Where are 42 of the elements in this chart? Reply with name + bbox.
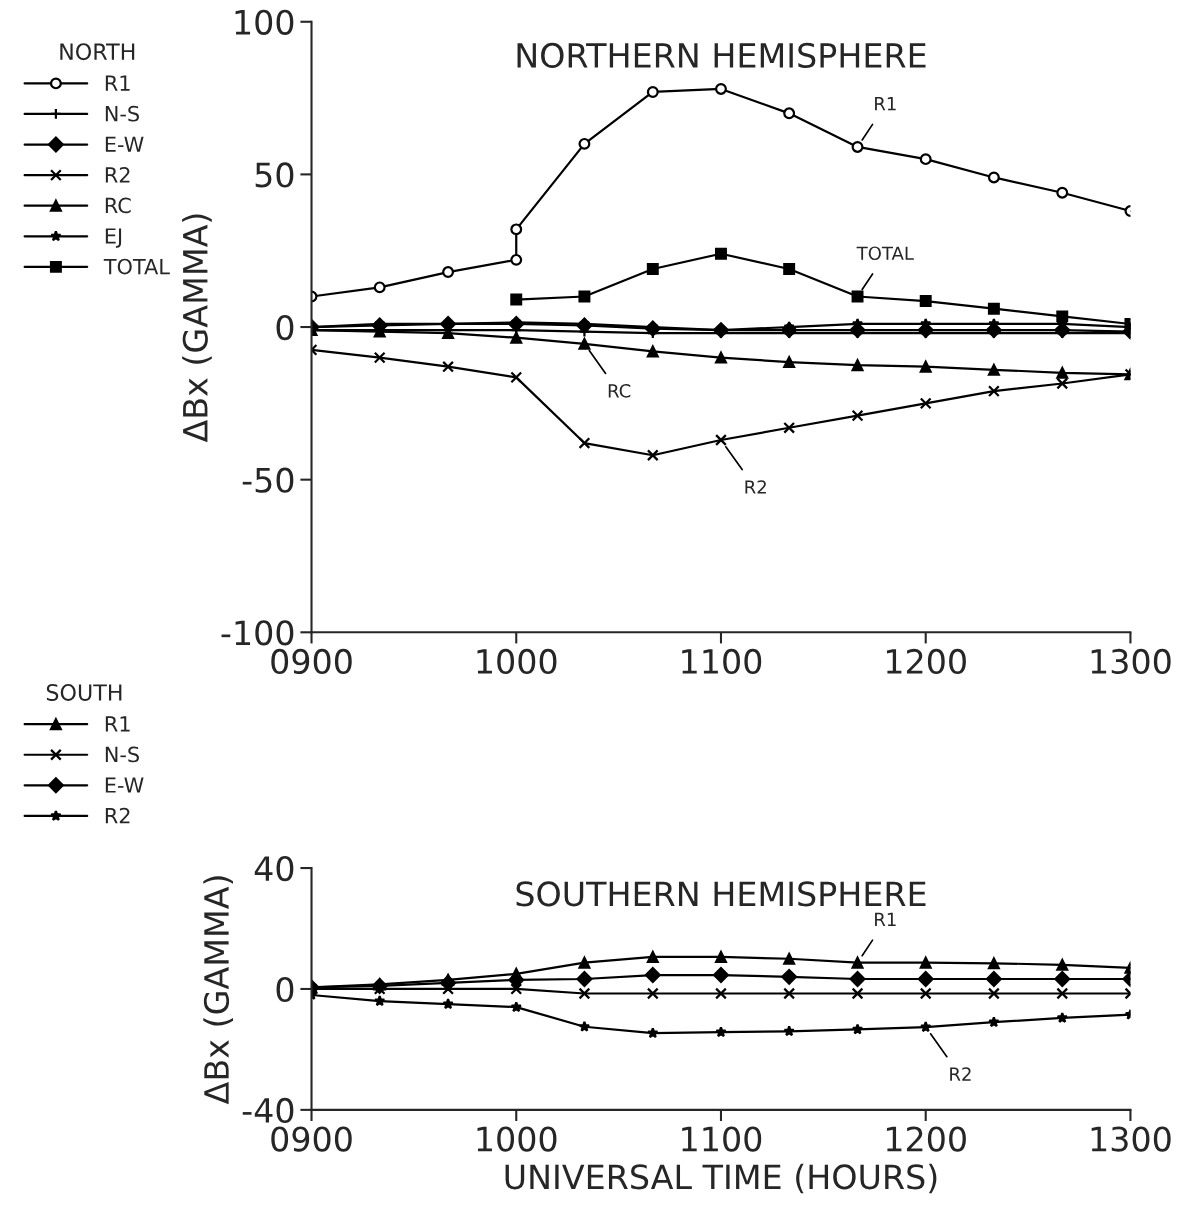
y-tick-label: 40	[254, 855, 294, 882]
x-tick-label: 0900	[271, 648, 352, 675]
legend-label: RC	[105, 197, 131, 214]
y-tick-label: -50	[242, 467, 294, 493]
annotation: TOTAL	[856, 246, 914, 261]
y-tick-label: 0	[276, 314, 294, 341]
x-tick-label: 1000	[477, 1126, 557, 1152]
legend-title: NORTH	[60, 43, 135, 61]
y-tick-label: 100	[235, 9, 294, 35]
x-tick-label: 1100	[682, 1126, 762, 1152]
y-tick-label: 0	[276, 976, 294, 1003]
legend-title: SOUTH	[46, 684, 122, 701]
legend-label: R2	[105, 166, 130, 183]
annotation: RC	[608, 384, 631, 398]
x-tick-label: 1300	[1091, 648, 1171, 675]
text: NORTHERN HEMISPHERE	[517, 42, 926, 69]
legend-label: N-S	[105, 105, 139, 122]
legend-label: TOTAL	[103, 258, 170, 275]
y-tick-label: -40	[242, 1097, 294, 1123]
annotation: R1	[875, 912, 896, 926]
x-tick-label: 1200	[886, 648, 966, 675]
annotation: R2	[950, 1067, 971, 1081]
y-tick-label: 50	[255, 162, 294, 188]
legend-label: E-W	[105, 777, 144, 793]
legend-label: R1	[105, 75, 130, 91]
x-tick-label: 1200	[886, 1126, 966, 1152]
x-axis-title: UNIVERSAL TIME (HOURS)	[505, 1163, 937, 1194]
legend-label: E-W	[105, 136, 144, 152]
legend-label: R2	[105, 807, 130, 824]
y-axis-title: ΔBx (GAMMA)	[182, 214, 212, 443]
legend-label: R1	[105, 716, 130, 732]
x-tick-label: 1300	[1091, 1126, 1171, 1152]
legend-label: EJ	[105, 228, 122, 248]
legend-label: N-S	[105, 746, 139, 763]
chart-title: SOUTHERN HEMISPHERE	[516, 881, 926, 907]
x-tick-label: 1100	[682, 648, 762, 675]
y-tick-label: -100	[221, 620, 294, 646]
y-axis-title: ΔBx (GAMMA)	[203, 876, 234, 1105]
x-tick-label: 0900	[271, 1126, 352, 1152]
x-tick-label: 1000	[477, 648, 557, 675]
annotation: R2	[745, 480, 766, 494]
annotation: R1	[875, 97, 896, 111]
